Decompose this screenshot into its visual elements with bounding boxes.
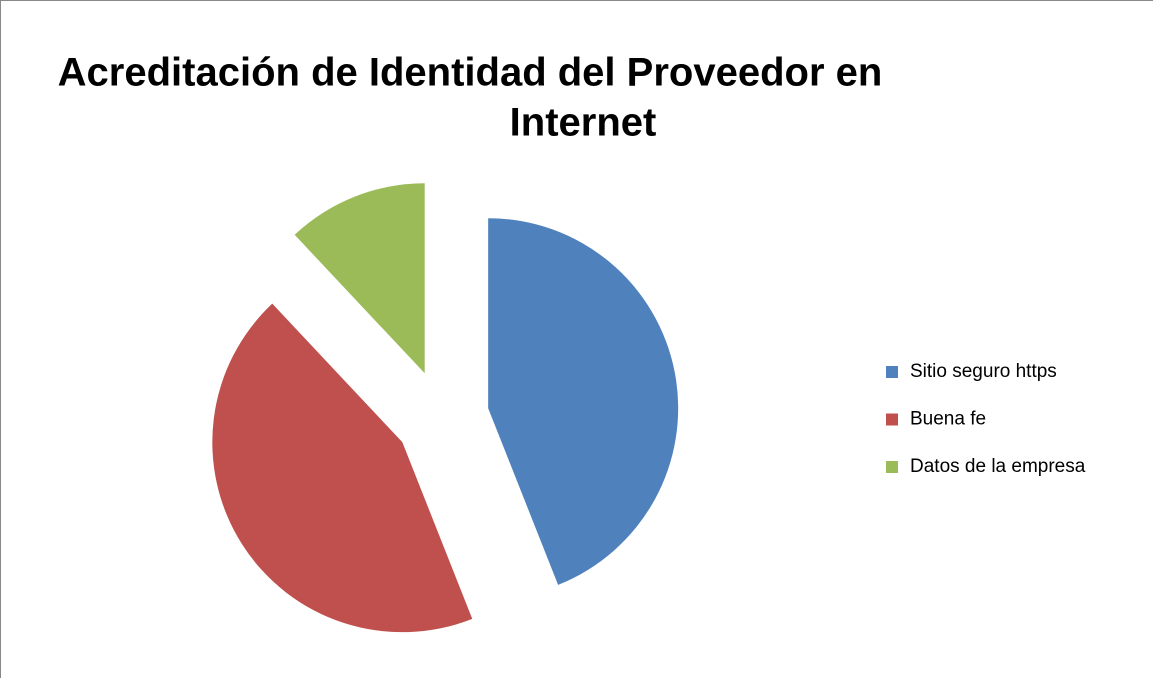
- pie-slice: [488, 218, 679, 585]
- legend-label: Datos de la empresa: [910, 456, 1086, 477]
- chart-title: Internet: [510, 101, 657, 145]
- legend-swatch: [886, 461, 898, 473]
- legend-label: Buena fe: [910, 409, 986, 430]
- pie-slice: [294, 183, 425, 374]
- legend-label: Sitio seguro https: [910, 361, 1057, 382]
- chart-title: Acreditación de Identidad del Proveedor …: [58, 51, 883, 95]
- pie-slice: [212, 303, 473, 633]
- legend-swatch: [886, 413, 898, 426]
- legend-swatch: [886, 366, 898, 378]
